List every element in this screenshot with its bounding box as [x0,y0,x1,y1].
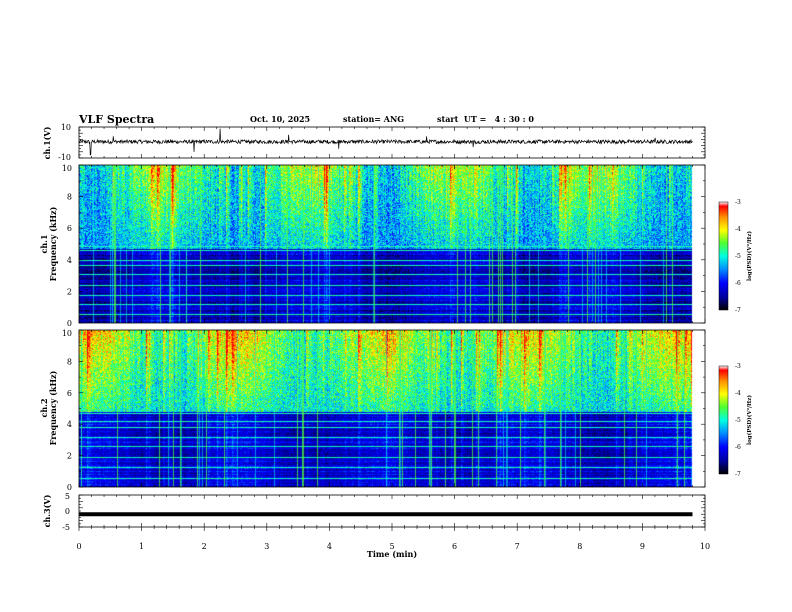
ch2-colorbar: -3 -4 -5 -6 -7 log(PSD)(V²/Hz) [718,363,753,478]
ch2-cb-tick-3: -3 [735,363,741,370]
ch2-cb-tick-7: -7 [735,471,741,478]
x-axis-tick-labels: 0 1 2 3 4 5 6 7 8 9 10 [76,542,710,551]
ch3-ytick-bottom: -5 [62,523,70,532]
x-tick-label: 8 [577,542,582,551]
ch1-waveform-ticks [78,126,706,159]
ch2-spectrogram-ticks [78,329,706,488]
ch1-ytick-10: 10 [62,164,72,173]
ch1-ytick-2: 2 [67,287,72,296]
ch1-spectrogram-ticks [78,164,706,324]
ch2-ytick-4: 4 [67,420,72,429]
x-tick-label: 1 [139,542,144,551]
ch2-cb-tick-5: -5 [735,417,741,424]
station-label: station= ANG [343,114,404,124]
ch2-spectrogram-image [79,330,705,487]
ch2-ytick-10: 10 [62,329,72,338]
x-axis-label: Time (min) [367,549,417,559]
ch1-ytick-4: 4 [67,256,72,265]
ch1-colorbar-label: log(PSD)(V²/Hz) [746,231,753,281]
ch1-cb-tick-7: -7 [735,307,741,314]
ch3-waveform-frame [78,494,706,528]
x-tick-label: 10 [700,542,710,551]
ch1-waveform-trace [78,128,693,156]
ch3-waveform-ticks [78,494,706,531]
start-ut-label: start UT = 4 : 30 : 0 [437,114,534,124]
ch1-ytick-8: 8 [67,193,72,202]
x-tick-label: 2 [202,542,207,551]
ch1-waveform-ylabel: ch.1(V) [42,126,52,159]
ch1-cb-tick-5: -5 [735,253,741,260]
ch2-frequency-ylabel: Frequency (kHz) [48,370,58,445]
ch2-spectrogram-yticks: 0 2 4 6 8 10 [62,329,72,492]
x-tick-label: 3 [264,542,269,551]
figure-title: VLF Spectra [78,113,154,126]
ch2-colorbar-gradient [718,365,729,475]
x-tick-label: 0 [76,542,81,551]
x-tick-label: 9 [640,542,645,551]
ch1-ytick-0: 0 [67,319,72,328]
date-label: Oct. 10, 2025 [250,114,310,124]
x-tick-label: 7 [515,542,520,551]
ch2-ytick-6: 6 [67,389,72,398]
ch2-cb-tick-4: -4 [735,390,741,397]
ch2-spectrogram-panel: 0 2 4 6 8 10 ch.2 Frequency (kHz) -3 -4 … [39,329,753,492]
ch1-spectrogram-panel: 0 2 4 6 8 10 ch.1 Frequency (kHz) -3 -4 … [39,164,753,328]
ch1-spectrogram-image [79,165,705,323]
ch2-cb-tick-6: -6 [735,444,741,451]
ch3-ytick-mid: 0 [65,507,70,516]
x-tick-label: 6 [452,542,457,551]
ch3-waveform-panel: 5 0 -5 ch.3(V) [42,492,706,532]
ch1-colorbar: -3 -4 -5 -6 -7 log(PSD)(V²/Hz) [718,199,753,314]
ch2-ytick-8: 8 [67,357,72,366]
ch1-ytick-6: 6 [67,224,72,233]
ch1-cb-tick-4: -4 [735,226,741,233]
ch2-ytick-2: 2 [67,452,72,461]
ch3-waveform-ylabel: ch.3(V) [42,494,52,527]
ch1-waveform-panel: 10 -10 ch.1(V) [42,123,706,162]
ch2-channel-label: ch.2 [39,398,49,417]
ch1-ytick-top: 10 [61,123,71,132]
ch2-colorbar-label: log(PSD)(V²/Hz) [746,395,753,445]
ch2-ytick-0: 0 [67,483,72,492]
ch1-frequency-ylabel: Frequency (kHz) [48,206,58,281]
ch3-ytick-top: 5 [65,492,70,501]
ch1-cb-tick-6: -6 [735,280,741,287]
ch1-spectrogram-yticks: 0 2 4 6 8 10 [62,164,72,328]
ch1-ytick-bottom: -10 [58,153,71,162]
ch1-cb-tick-3: -3 [735,199,741,206]
ch1-colorbar-gradient [718,201,729,311]
x-tick-label: 4 [327,542,332,551]
x-tick-label: 5 [389,542,394,551]
ch1-channel-label: ch.1 [39,234,49,253]
